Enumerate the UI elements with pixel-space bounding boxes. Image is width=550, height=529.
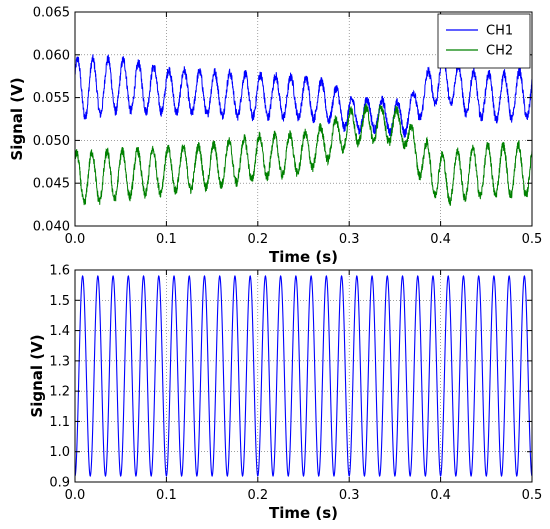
plot-frame bbox=[74, 269, 533, 483]
y-tick-label: 0.055 bbox=[33, 91, 70, 106]
plot-frame bbox=[74, 11, 533, 227]
y-tick-label: 1.2 bbox=[49, 385, 70, 400]
ch2-series-line bbox=[75, 103, 532, 207]
y-tick-label: 0.060 bbox=[33, 48, 70, 63]
x-tick-label: 0.3 bbox=[339, 488, 360, 503]
x-tick-label: 0.4 bbox=[430, 232, 451, 247]
x-tick-label: 0.2 bbox=[247, 232, 268, 247]
top-chart-panel: 0.0 0.1 0.2 0.3 0.4 0.5 0.040 0.045 0.050 0.055 0.… bbox=[8, 6, 542, 267]
y-tick-label: 1.4 bbox=[49, 324, 70, 339]
x-tick-label: 0.1 bbox=[156, 232, 177, 247]
legend-label: CH2 bbox=[486, 44, 513, 59]
signal-series-line bbox=[75, 275, 532, 477]
x-tick-label: 0.5 bbox=[522, 488, 543, 503]
bottom-chart-panel: 0.0 0.1 0.2 0.3 0.4 0.5 0.9 1.0 1.1 1.2 1.3 1.4 1.5 1… bbox=[28, 264, 542, 523]
x-tick-label: 0.1 bbox=[156, 488, 177, 503]
x-tick-label: 0.2 bbox=[247, 488, 268, 503]
y-tick-label: 1.3 bbox=[49, 354, 70, 369]
y-tick-label: 0.9 bbox=[49, 476, 70, 491]
x-axis-label: Time (s) bbox=[269, 504, 338, 522]
y-axis-label: Signal (V) bbox=[8, 77, 26, 160]
x-tick-label: 0.0 bbox=[65, 232, 86, 247]
y-tick-label: 1.0 bbox=[49, 445, 70, 460]
gridlines bbox=[74, 269, 533, 483]
y-axis-label: Signal (V) bbox=[28, 334, 46, 417]
legend-box bbox=[437, 13, 531, 69]
y-tick-label: 1.6 bbox=[49, 264, 70, 279]
y-tick-label: 1.1 bbox=[49, 415, 70, 430]
legend-label: CH1 bbox=[486, 24, 513, 39]
y-tick-label: 0.040 bbox=[33, 220, 70, 235]
ch1-series-line bbox=[75, 53, 532, 138]
x-tick-label: 0.3 bbox=[339, 232, 360, 247]
x-tick-label: 0.4 bbox=[430, 488, 451, 503]
y-tick-label: 0.045 bbox=[33, 177, 70, 192]
x-axis-label: Time (s) bbox=[269, 248, 338, 266]
x-tick-label: 0.0 bbox=[65, 488, 86, 503]
y-tick-label: 0.050 bbox=[33, 134, 70, 149]
y-tick-label: 1.5 bbox=[49, 294, 70, 309]
y-tick-label: 0.065 bbox=[33, 6, 70, 21]
x-tick-label: 0.5 bbox=[522, 232, 543, 247]
